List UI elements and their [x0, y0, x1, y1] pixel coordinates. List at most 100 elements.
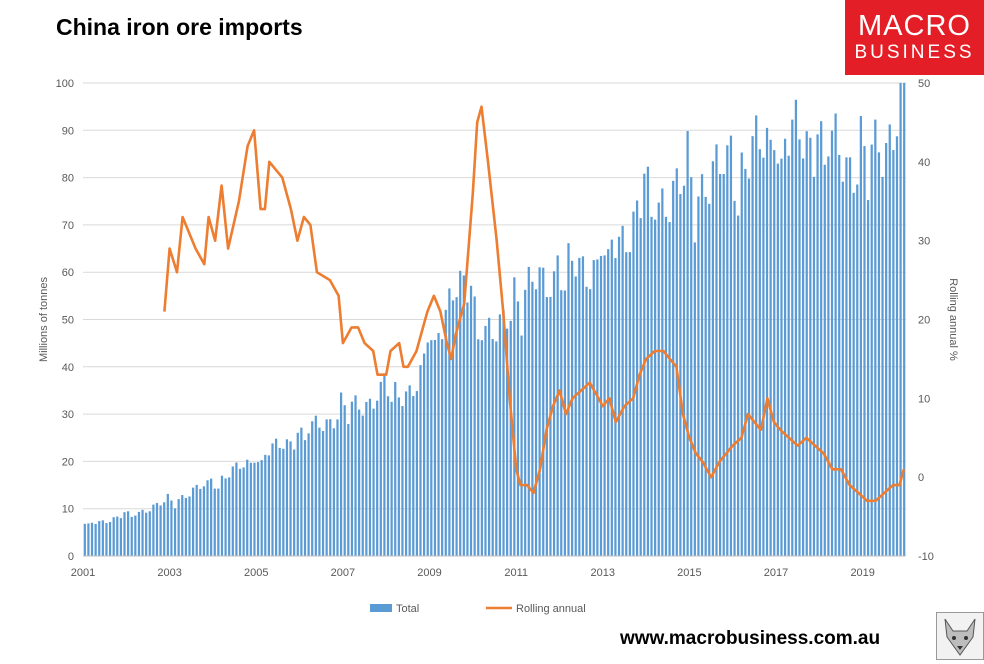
total-bar	[650, 216, 653, 557]
total-bar	[368, 398, 372, 556]
total-bar	[235, 462, 238, 556]
total-bar	[744, 168, 747, 556]
total-bar	[610, 239, 613, 557]
total-bar	[607, 249, 610, 556]
left-tick-label: 80	[62, 173, 74, 185]
logo-line-1: MACRO	[858, 10, 971, 42]
total-bar	[462, 275, 465, 556]
right-tick-label: 50	[918, 78, 930, 90]
total-bar	[469, 285, 473, 556]
total-bar	[249, 462, 252, 556]
total-bar	[755, 115, 758, 557]
total-bar	[430, 340, 433, 556]
legend-rolling-label: Rolling annual	[516, 603, 586, 615]
total-bar	[293, 449, 296, 556]
total-bar	[762, 157, 765, 556]
total-bar	[830, 130, 834, 556]
total-bar	[372, 408, 375, 556]
left-tick-label: 90	[62, 125, 74, 137]
total-bar	[321, 431, 325, 556]
total-bar	[668, 221, 671, 556]
total-bar	[729, 135, 733, 556]
total-bar	[527, 266, 530, 556]
total-bar	[881, 176, 884, 556]
total-bar	[596, 259, 599, 556]
x-tick-label: 2011	[504, 567, 528, 579]
total-bar	[787, 155, 790, 556]
total-bar	[632, 211, 635, 557]
total-bar	[859, 116, 862, 557]
total-bar	[617, 236, 621, 556]
x-tick-label: 2003	[157, 567, 181, 579]
total-bar	[798, 139, 801, 556]
total-bar	[885, 142, 888, 556]
total-bar	[866, 200, 870, 556]
total-bar	[542, 267, 545, 556]
left-tick-label: 100	[56, 78, 74, 90]
total-bar	[473, 296, 476, 556]
total-bar	[726, 145, 729, 556]
x-tick-label: 2005	[244, 567, 268, 579]
total-bar	[112, 517, 115, 556]
total-bar	[502, 309, 505, 556]
total-bar	[134, 515, 137, 556]
total-bar	[708, 203, 711, 556]
left-tick-label: 70	[62, 220, 74, 232]
total-bar	[210, 478, 213, 556]
total-bar	[285, 439, 289, 556]
total-bar	[300, 427, 303, 556]
total-bar	[206, 480, 209, 556]
total-bar	[585, 286, 588, 556]
total-bar	[145, 512, 148, 556]
total-bar	[141, 509, 144, 556]
total-bar	[98, 521, 101, 556]
total-bar	[386, 396, 390, 556]
total-bar	[495, 341, 498, 556]
x-tick-label: 2013	[591, 567, 615, 579]
total-bar	[794, 99, 798, 556]
total-bar	[83, 523, 86, 556]
rolling-annual-line	[163, 105, 906, 503]
legend-total-swatch	[370, 604, 392, 612]
total-bar	[383, 373, 386, 556]
total-bar	[260, 460, 263, 556]
total-bar	[783, 138, 787, 556]
total-bar	[679, 194, 682, 556]
right-tick-label: 0	[918, 472, 924, 484]
total-bar	[820, 121, 823, 557]
total-bar	[152, 504, 155, 556]
total-bar	[155, 502, 159, 556]
total-bar	[415, 391, 419, 556]
total-bar	[419, 365, 422, 556]
total-bar	[347, 424, 350, 556]
total-bar	[441, 339, 444, 556]
total-bar	[448, 288, 451, 556]
total-bar	[589, 289, 592, 556]
total-bar	[278, 447, 281, 556]
total-bar	[480, 340, 483, 556]
total-bar	[791, 119, 794, 556]
x-tick-label: 2007	[331, 567, 355, 579]
total-bar	[184, 497, 187, 556]
total-bar	[365, 401, 368, 556]
total-bar	[570, 260, 574, 556]
total-bar	[329, 419, 332, 556]
total-bar	[108, 521, 112, 556]
total-bar	[202, 486, 206, 556]
total-bar	[863, 146, 866, 557]
x-tick-label: 2009	[417, 567, 441, 579]
total-bar	[390, 401, 393, 556]
legend: Total Rolling annual	[370, 603, 586, 615]
total-bar	[639, 218, 642, 556]
total-bar	[119, 518, 123, 556]
total-bar	[834, 113, 837, 556]
total-bar	[903, 83, 906, 556]
total-bar	[563, 290, 567, 556]
total-bar	[267, 455, 271, 556]
right-axis-title: Rolling annual %	[947, 278, 959, 361]
total-bar	[888, 124, 891, 556]
total-bar	[127, 511, 130, 556]
total-bar	[426, 342, 429, 556]
total-bar	[444, 309, 447, 556]
total-bar	[350, 401, 354, 556]
